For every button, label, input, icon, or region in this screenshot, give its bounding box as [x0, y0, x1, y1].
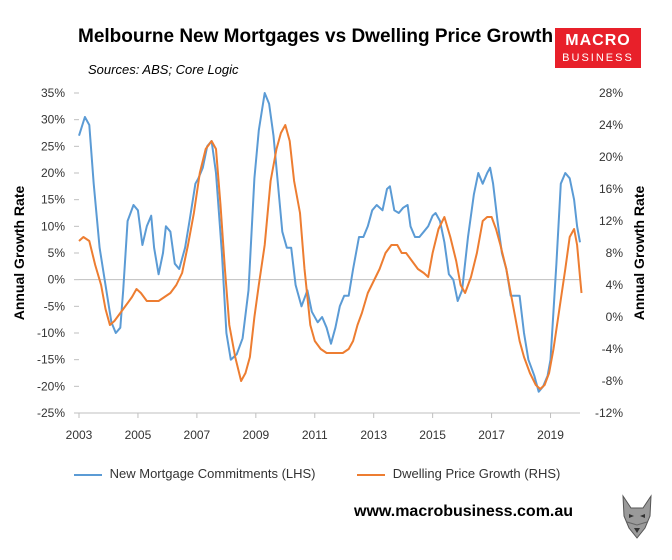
- y-left-tick-label: 25%: [41, 139, 65, 153]
- y-right-tick-label: 28%: [599, 86, 623, 100]
- x-tick-label: 2003: [66, 428, 93, 442]
- y-left-tick-label: -10%: [37, 326, 65, 340]
- y-left-tick-label: 0%: [48, 273, 66, 287]
- y-left-tick-label: 10%: [41, 219, 65, 233]
- line-chart: 35% 30% 25% 20% 15% 10% 5% 0% -5% -10% -15% -20% -25…: [11, 86, 647, 442]
- y-right-tick-label: 20%: [599, 150, 623, 164]
- chart-subtitle: Sources: ABS; Core Logic: [88, 62, 239, 77]
- x-tick-label: 2007: [184, 428, 211, 442]
- y-right-tick-label: 4%: [606, 278, 624, 292]
- legend-label-prices: Dwelling Price Growth (RHS): [392, 466, 561, 481]
- wolf-icon: [622, 494, 652, 539]
- y-left-tick-label: 35%: [41, 86, 65, 100]
- x-tick-label: 2009: [242, 428, 269, 442]
- axes: 35% 30% 25% 20% 15% 10% 5% 0% -5% -10% -15% -20% -25…: [37, 86, 623, 442]
- y-left-tick-label: -5%: [44, 299, 66, 313]
- y-left-tick-label: 5%: [48, 246, 66, 260]
- y-right-tick-label: 8%: [606, 246, 624, 260]
- series-line-mortgages: [78, 92, 581, 393]
- website-url[interactable]: www.macrobusiness.com.au: [354, 503, 574, 520]
- legend-swatch-prices: [357, 473, 386, 476]
- logo-line-2: BUSINESS: [562, 52, 634, 64]
- legend-item-mortgages: New Mortgage Commitments (LHS): [74, 466, 316, 481]
- chart-title: Melbourne New Mortgages vs Dwelling Pric…: [78, 26, 554, 47]
- macrobusiness-logo: MACRO BUSINESS: [555, 28, 641, 68]
- legend: New Mortgage Commitments (LHS) Dwelling …: [74, 466, 598, 481]
- y-right-tick-label: 16%: [599, 182, 623, 196]
- y-left-tick-label: 20%: [41, 166, 65, 180]
- y-right-tick-label: -4%: [602, 342, 624, 356]
- x-tick-label: 2005: [125, 428, 152, 442]
- y-left-tick-label: 15%: [41, 193, 65, 207]
- y-left-tick-label: -15%: [37, 353, 65, 367]
- y-left-tick-label: -20%: [37, 379, 65, 393]
- y-right-tick-label: 0%: [606, 310, 624, 324]
- series-line-prices: [78, 124, 583, 390]
- logo-line-1: MACRO: [565, 32, 631, 49]
- x-tick-label: 2019: [537, 428, 564, 442]
- x-tick-label: 2011: [302, 428, 328, 442]
- x-tick-label: 2015: [419, 428, 446, 442]
- legend-label-mortgages: New Mortgage Commitments (LHS): [109, 466, 316, 481]
- y-left-tick-label: 30%: [41, 113, 65, 127]
- legend-item-prices: Dwelling Price Growth (RHS): [357, 466, 560, 481]
- series-layer: [78, 92, 583, 393]
- y-right-tick-label: -8%: [602, 374, 624, 388]
- y-left-tick-label: -25%: [37, 406, 65, 420]
- y-right-tick-label: -12%: [595, 406, 623, 420]
- y-right-tick-label: 24%: [599, 118, 623, 132]
- legend-swatch-mortgages: [74, 473, 102, 476]
- x-tick-label: 2017: [478, 428, 505, 442]
- y-axis-left-label: Annual Growth Rate: [11, 186, 27, 321]
- y-axis-right-label: Annual Growth Rate: [631, 186, 647, 321]
- y-right-tick-label: 12%: [599, 214, 623, 228]
- x-tick-label: 2013: [360, 428, 387, 442]
